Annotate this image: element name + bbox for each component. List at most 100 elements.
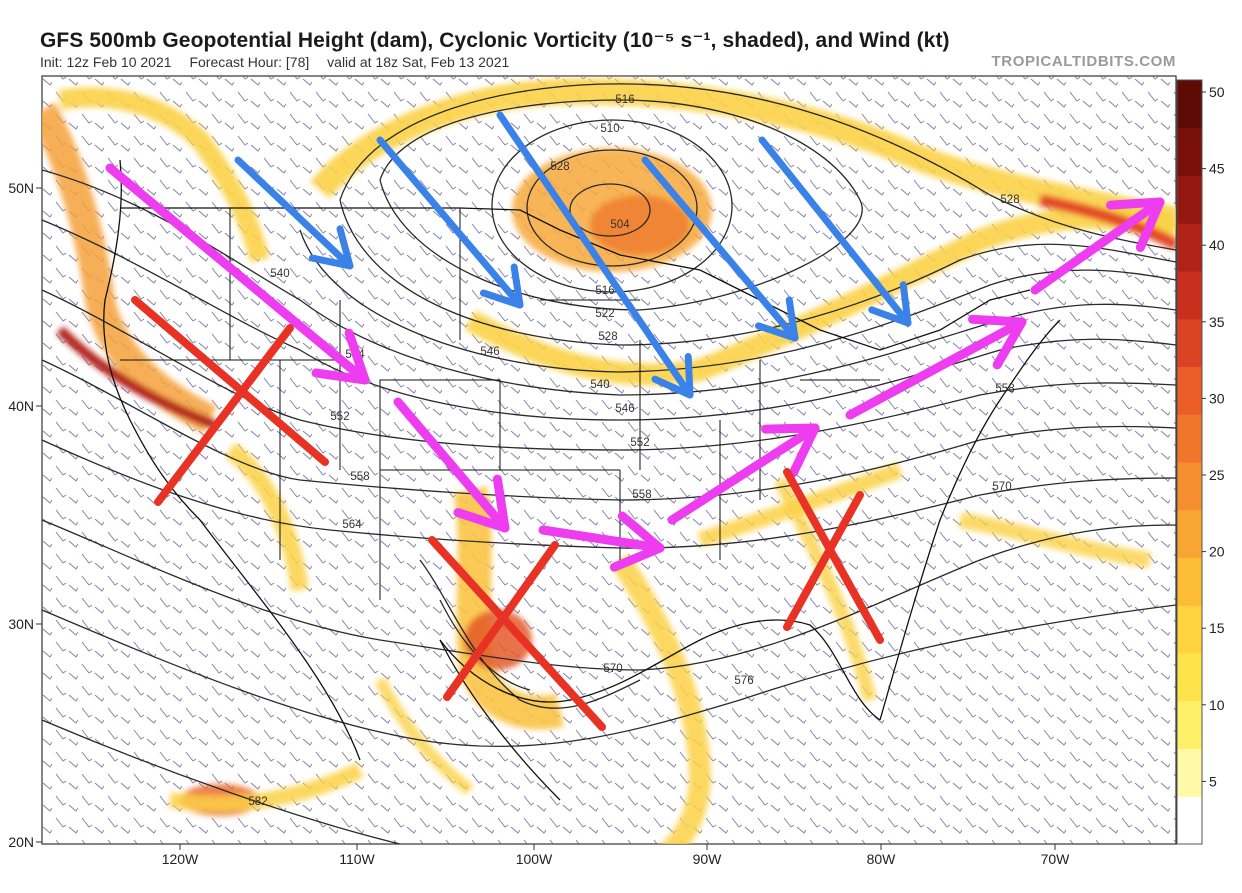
colorbar-swatch <box>1177 80 1202 129</box>
lat-tick-label: 50N <box>8 180 34 196</box>
lat-tick-label: 40N <box>8 398 34 414</box>
lon-tick-label: 110W <box>339 851 375 867</box>
blue-flow-arrow <box>234 156 354 270</box>
lon-tick-label: 80W <box>867 851 897 867</box>
magenta-flow-arrow <box>845 314 1027 420</box>
colorbar-swatch <box>1177 462 1202 511</box>
contour-570 <box>42 519 1176 671</box>
blue-flow-arrow <box>376 136 524 309</box>
colorbar-tick-label: 5 <box>1209 773 1217 789</box>
contour-label: 558 <box>350 471 369 483</box>
contour-576 <box>42 604 1176 748</box>
contour-label: 576 <box>734 675 753 687</box>
vorticity-pacific-band <box>168 762 364 812</box>
vorticity-shading <box>42 78 1176 844</box>
latitude-axis: 50N 40N 30N 20N <box>8 180 42 850</box>
vorticity-mexico-band <box>374 677 474 795</box>
contour-label: 504 <box>610 219 630 231</box>
colorbar-swatch <box>1177 557 1202 606</box>
vorticity-fl-band <box>773 476 877 702</box>
contour-label: 552 <box>630 437 649 449</box>
contour-label: 540 <box>270 268 289 280</box>
contour-labels: 5165105045165225285285345405465525525585… <box>248 94 1019 808</box>
vorticity-atlantic-band <box>958 512 1152 568</box>
us-canada-border <box>120 207 1031 351</box>
contour-label: 546 <box>615 403 634 415</box>
colorbar-tick-label: 10 <box>1209 697 1225 713</box>
longitude-axis: 120W 110W 100W 90W 80W 70W <box>162 844 1070 867</box>
magenta-flow-arrow <box>667 423 820 525</box>
contour-label: 510 <box>600 123 619 135</box>
colorbar-tick-label: 20 <box>1209 544 1225 560</box>
magenta-flow-arrow <box>393 397 510 533</box>
vorticity-jet-east <box>1038 194 1176 251</box>
colorbar-tick-label: 25 <box>1209 467 1225 483</box>
lon-tick-label: 70W <box>1041 851 1071 867</box>
contour-label: 558 <box>632 489 651 501</box>
colorbar-tick-label: 45 <box>1209 161 1225 177</box>
blue-flow-arrow <box>641 156 799 342</box>
contour-label: 582 <box>248 796 267 808</box>
vorticity-core-inner <box>590 195 690 255</box>
mexico-outline <box>199 519 561 801</box>
vorticity-west-streak <box>56 326 217 430</box>
colorbar-tick-label: 50 <box>1209 84 1225 100</box>
contour-516 <box>491 119 733 293</box>
colorbar-swatch <box>1177 271 1202 320</box>
lat-tick-label: 20N <box>8 834 34 850</box>
red-x-mark <box>783 468 884 644</box>
contour-504 <box>569 183 651 237</box>
contour-label: 528 <box>550 161 569 173</box>
contour-label: 570 <box>992 481 1011 493</box>
west-coast <box>103 159 201 521</box>
colorbar-frame <box>1176 79 1203 845</box>
gulf-coast <box>439 619 881 721</box>
magenta-flow-arrow <box>538 511 665 572</box>
contour-552 <box>42 289 1176 451</box>
colorbar-swatch <box>1177 318 1202 367</box>
valid-time: valid at 18z Sat, Feb 13 2021 <box>327 54 510 70</box>
contour-label: 552 <box>330 411 349 423</box>
red-x-mark <box>428 536 606 731</box>
contour-528a <box>339 83 1176 251</box>
contour-trough-sw <box>419 559 641 709</box>
blue-flow-arrow <box>758 136 912 327</box>
colorbar-tick-label: 40 <box>1209 237 1225 253</box>
colorbar-tick-label: 35 <box>1209 314 1225 330</box>
vorticity-nw-band <box>58 87 270 263</box>
atlantic-coast <box>879 319 1061 721</box>
contour-label: 564 <box>342 519 362 531</box>
colorbar-swatch <box>1177 700 1202 749</box>
contour-label: 528 <box>1000 194 1019 206</box>
colorbar-swatch <box>1177 127 1202 176</box>
magenta-flow-arrow <box>105 163 370 385</box>
forecast-hour: Forecast Hour: [78] <box>189 54 310 70</box>
red-x-mark <box>131 296 329 506</box>
vorticity-gulf-band <box>610 553 712 844</box>
geography-outlines <box>103 159 1061 801</box>
contour-label: 540 <box>590 379 609 391</box>
colorbar-tick-label: 30 <box>1209 390 1225 406</box>
vorticity-ring-north <box>310 78 1176 233</box>
vorticity-west-coast <box>42 102 217 434</box>
map-title: GFS 500mb Geopotential Height (dam), Cyc… <box>40 29 950 52</box>
init-time: Init: 12z Feb 10 2021 <box>40 54 172 70</box>
colorbar-swatch <box>1177 366 1202 415</box>
colorbar-swatch <box>1177 796 1202 845</box>
colorbar-swatch <box>1177 748 1202 797</box>
site-watermark: TROPICALTIDBITS.COM <box>991 53 1176 70</box>
height-contours <box>42 83 1176 844</box>
lat-tick-label: 30N <box>8 616 34 632</box>
contour-label: 558 <box>995 383 1014 395</box>
colorbar-swatch <box>1177 175 1202 224</box>
contour-label: 516 <box>595 285 614 297</box>
contour-label: 516 <box>615 94 634 106</box>
contour-540 <box>42 169 1176 396</box>
colorbar-swatch <box>1177 509 1202 558</box>
magenta-flow-arrow <box>1030 197 1165 295</box>
contour-582 <box>42 719 401 844</box>
contour-510 <box>526 149 698 267</box>
annotation-overlay <box>105 111 1165 731</box>
contour-label: 570 <box>603 663 622 675</box>
